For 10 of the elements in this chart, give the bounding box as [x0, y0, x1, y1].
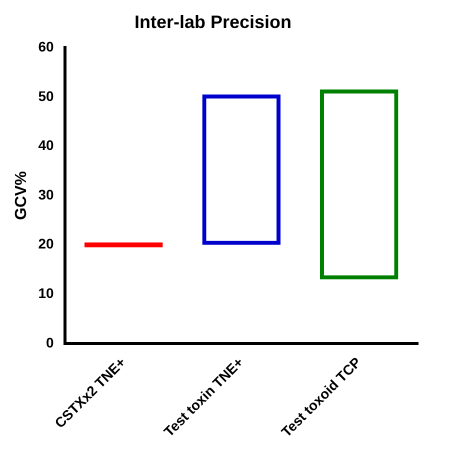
- y-tick-label: 40: [38, 137, 54, 154]
- y-tick-label: 0: [46, 334, 54, 350]
- chart-title: Inter-lab Precision: [134, 12, 292, 32]
- y-tick-label: 60: [38, 38, 54, 54]
- y-tick-label: 10: [38, 285, 54, 302]
- y-tick-label: 20: [38, 236, 54, 252]
- bar: [84, 242, 163, 248]
- y-axis-title: GCV%: [13, 171, 30, 220]
- y-tick-label: 30: [38, 186, 54, 202]
- y-tick-label: 50: [38, 88, 54, 104]
